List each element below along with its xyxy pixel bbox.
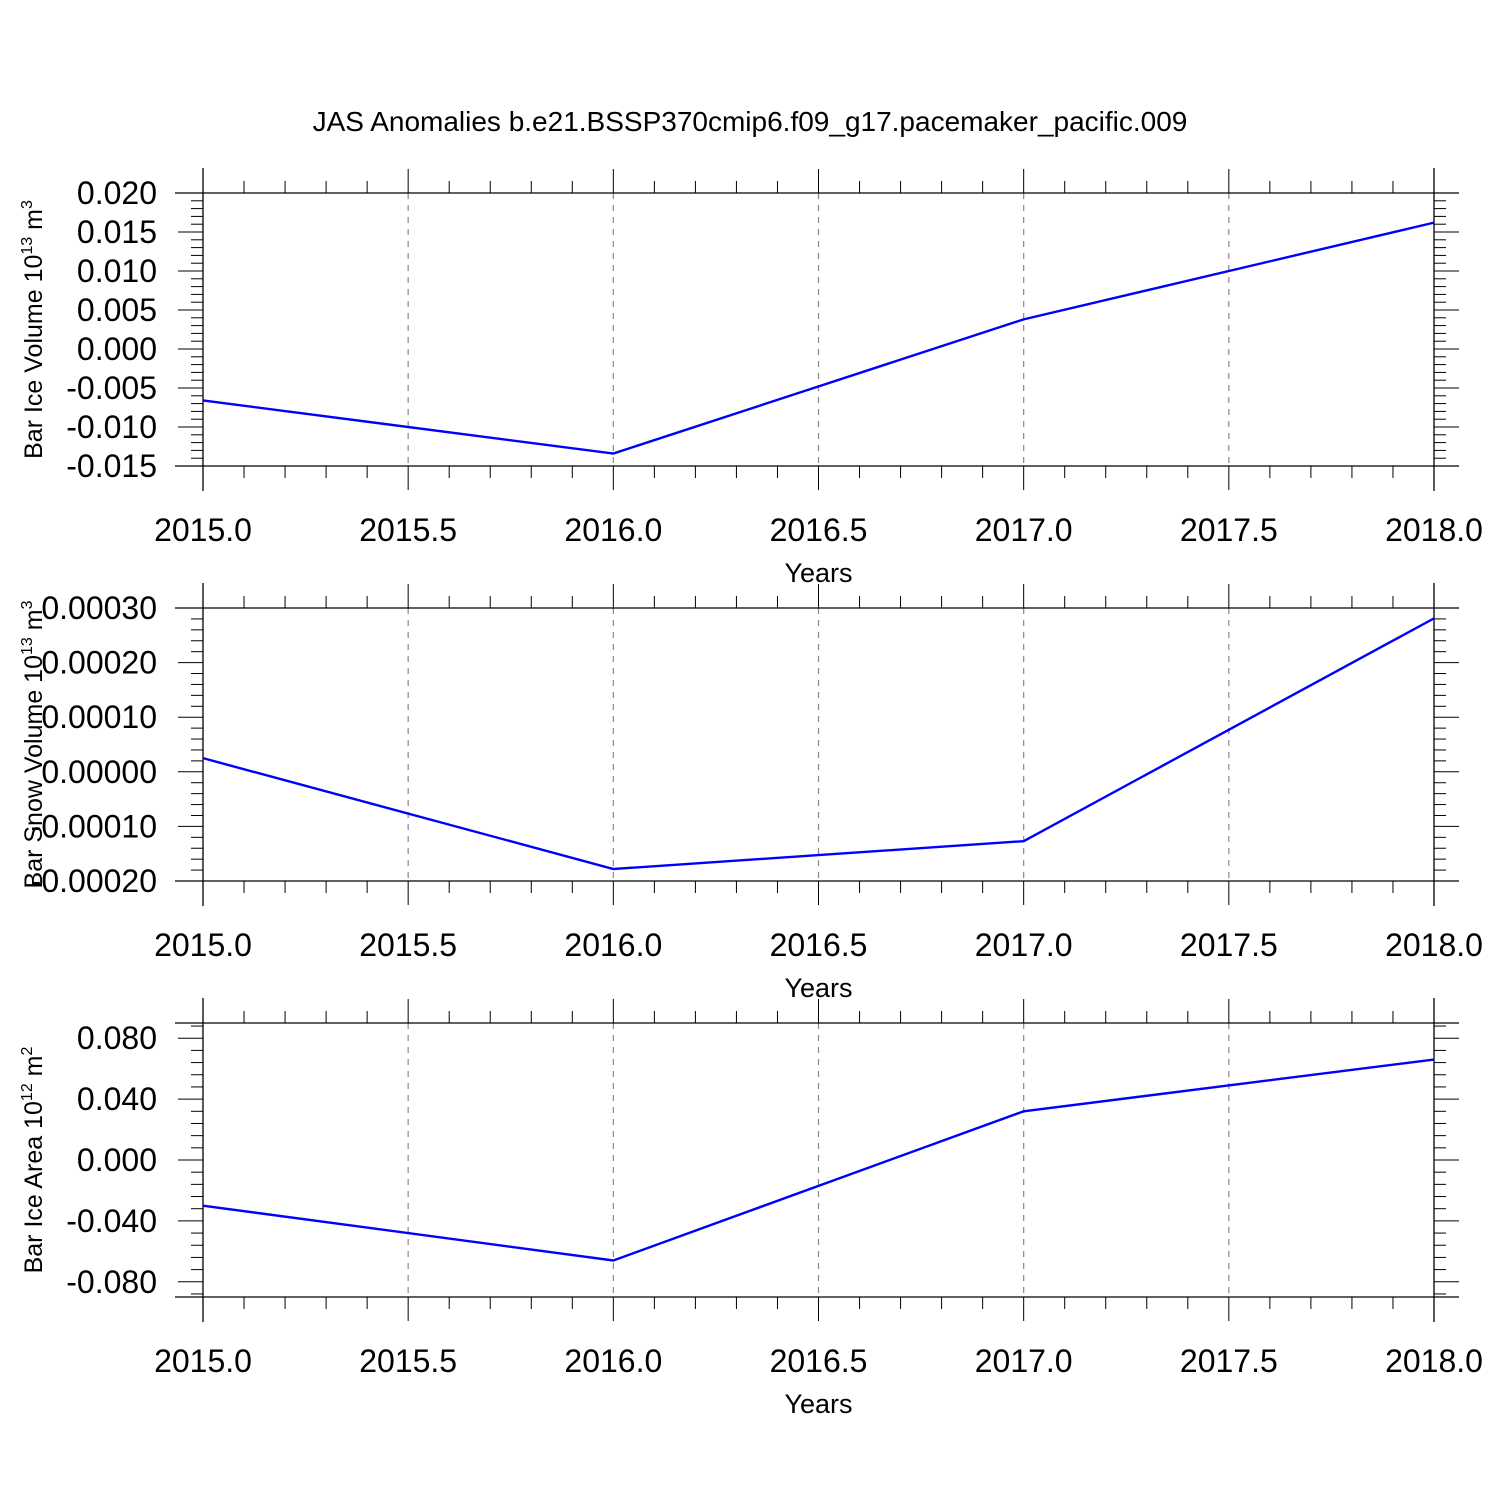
series-line [202, 221, 1435, 455]
y-tick-label: 0.015 [77, 214, 157, 250]
panel-2: 2015.0 2015.5 2016.0 2016.5 2017.0 2017.5 2018… [19, 583, 1483, 1003]
x-tick-label: 2015.0 [154, 927, 252, 963]
y-tick-label: -0.015 [66, 448, 157, 484]
x-tick-label: 2017.0 [975, 1343, 1073, 1379]
y-tick-label: 0.000 [77, 1142, 157, 1178]
y-axis-title: Bar Snow Volume 1013 m3 [19, 600, 48, 888]
x-tick-label: 2015.5 [359, 927, 457, 963]
y-tick-label: -0.005 [66, 370, 157, 406]
panel-3: 2015.0 2015.5 2016.0 2016.5 2017.0 2017.5 2018… [19, 998, 1483, 1419]
figure-title: JAS Anomalies b.e21.BSSP370cmip6.f09_g17… [313, 106, 1188, 137]
x-tick-label: 2016.5 [770, 512, 868, 548]
y-tick-label: 0.00000 [41, 754, 157, 790]
panel-1: 2015.0 2015.5 2016.0 2016.5 2017.0 2017.5 2018… [19, 168, 1483, 588]
y-axis-title: Bar Ice Area 1012 m2 [19, 1047, 48, 1274]
y-tick-label: -0.00010 [31, 808, 157, 844]
x-tick-label: 2016.5 [770, 1343, 868, 1379]
x-tick-label: 2015.5 [359, 512, 457, 548]
y-tick-label: -0.00020 [31, 863, 157, 899]
y-tick-label: 0.00020 [41, 645, 157, 681]
x-tick-label: 2018.0 [1385, 512, 1483, 548]
x-tick-label: 2015.5 [359, 1343, 457, 1379]
x-tick-label: 2016.5 [770, 927, 868, 963]
y-tick-label: 0.00010 [41, 699, 157, 735]
x-axis-title: Years [784, 1389, 852, 1419]
y-tick-label: -0.040 [66, 1203, 157, 1239]
series-line [202, 617, 1435, 871]
x-tick-label: 2017.5 [1180, 512, 1278, 548]
x-tick-label: 2017.0 [975, 927, 1073, 963]
y-tick-label: 0.005 [77, 292, 157, 328]
x-axis-title: Years [784, 973, 852, 1003]
x-tick-label: 2018.0 [1385, 1343, 1483, 1379]
y-axis-title: Bar Ice Volume 1013 m3 [19, 200, 48, 459]
y-tick-label: -0.010 [66, 409, 157, 445]
y-tick-label: -0.080 [66, 1264, 157, 1300]
x-axis-title: Years [784, 558, 852, 588]
x-tick-label: 2015.0 [154, 512, 252, 548]
y-tick-label: 0.020 [77, 175, 157, 211]
x-tick-label: 2017.0 [975, 512, 1073, 548]
x-tick-label: 2017.5 [1180, 1343, 1278, 1379]
y-tick-label: 0.080 [77, 1020, 157, 1056]
x-tick-label: 2016.0 [564, 512, 662, 548]
x-tick-label: 2016.0 [564, 1343, 662, 1379]
x-tick-label: 2015.0 [154, 1343, 252, 1379]
y-tick-label: 0.000 [77, 331, 157, 367]
x-tick-label: 2018.0 [1385, 927, 1483, 963]
y-tick-label: 0.010 [77, 253, 157, 289]
series-line [202, 1058, 1435, 1262]
x-tick-label: 2016.0 [564, 927, 662, 963]
y-tick-label: 0.040 [77, 1081, 157, 1117]
y-tick-label: 0.00030 [41, 590, 157, 626]
x-tick-label: 2017.5 [1180, 927, 1278, 963]
panels: 2015.0 2015.5 2016.0 2016.5 2017.0 2017.5 2018… [19, 168, 1483, 1419]
